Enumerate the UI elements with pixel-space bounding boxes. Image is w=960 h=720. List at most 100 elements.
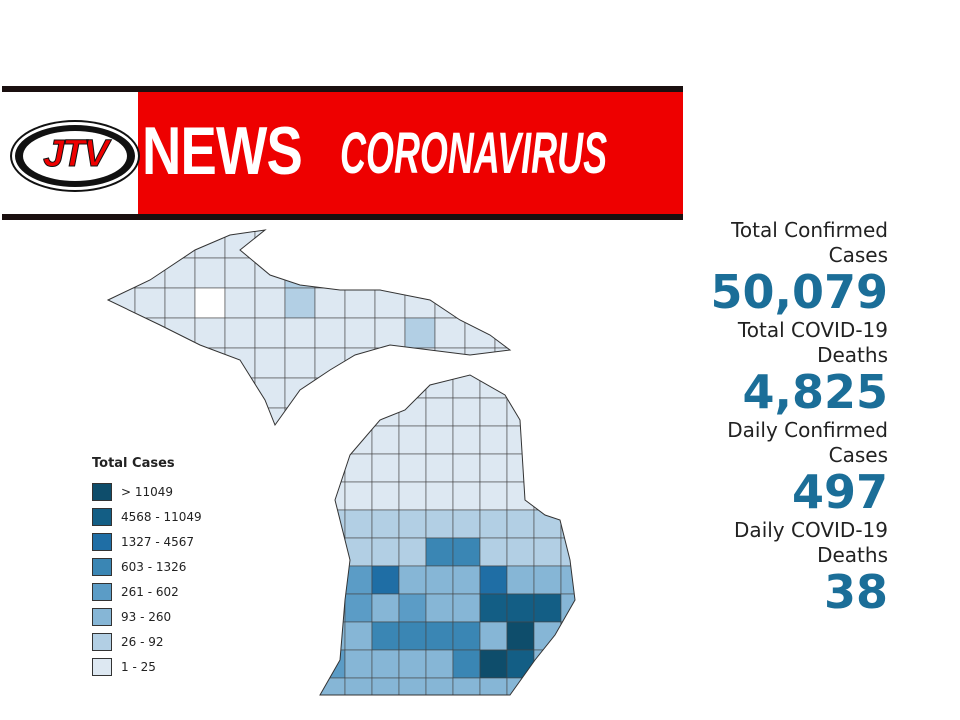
county — [164, 317, 196, 349]
county — [224, 257, 256, 289]
stat-value: 50,079 — [710, 265, 888, 319]
stat-label: Daily Confirmed Cases — [727, 418, 888, 467]
legend-row: 603 - 1326 — [92, 554, 202, 579]
county — [425, 481, 454, 511]
county — [254, 377, 286, 409]
county — [371, 375, 400, 399]
county — [560, 453, 575, 483]
legend-label: 93 - 260 — [121, 609, 172, 624]
county — [398, 425, 427, 455]
county — [314, 257, 346, 289]
county — [533, 565, 562, 595]
county — [479, 677, 508, 695]
county — [425, 677, 454, 695]
county — [533, 425, 562, 455]
county — [374, 347, 406, 379]
county — [371, 481, 400, 511]
legend-label: 261 - 602 — [121, 584, 179, 599]
county — [464, 230, 496, 259]
county — [344, 509, 373, 539]
county — [344, 425, 373, 455]
county — [398, 677, 427, 695]
county — [371, 537, 400, 567]
county — [284, 317, 316, 349]
county — [284, 257, 316, 289]
county — [533, 677, 562, 695]
lower-outline — [319, 374, 576, 696]
county — [464, 287, 496, 319]
county — [494, 347, 510, 379]
county — [374, 377, 406, 409]
stats: Total Confirmed Cases 50,079 Total COVID-1… — [688, 218, 888, 618]
county — [479, 649, 508, 679]
county — [320, 537, 346, 567]
legend-swatch — [92, 657, 112, 676]
county — [320, 565, 346, 595]
county — [108, 257, 136, 289]
county — [344, 317, 376, 349]
county — [374, 317, 406, 349]
county — [506, 509, 535, 539]
county — [479, 397, 508, 427]
county — [560, 621, 575, 651]
county — [452, 621, 481, 651]
county — [164, 287, 196, 319]
county — [108, 317, 136, 349]
county — [494, 287, 510, 319]
county — [344, 397, 373, 427]
legend-label: 26 - 92 — [121, 634, 164, 649]
county — [398, 649, 427, 679]
stat-value: 38 — [823, 565, 888, 619]
county — [560, 509, 575, 539]
county — [434, 317, 466, 349]
county — [560, 677, 575, 695]
county — [404, 347, 436, 379]
county — [404, 287, 436, 319]
county — [425, 375, 454, 399]
county — [479, 425, 508, 455]
stat-label: Total Confirmed Cases — [731, 218, 888, 267]
county — [108, 377, 136, 409]
county — [164, 377, 196, 409]
county — [398, 565, 427, 595]
county — [494, 317, 510, 349]
county — [494, 230, 510, 259]
legend-swatch — [92, 607, 112, 626]
county — [560, 481, 575, 511]
county — [425, 565, 454, 595]
county — [374, 257, 406, 289]
legend-row: 93 - 260 — [92, 604, 202, 629]
legend-row: 261 - 602 — [92, 579, 202, 604]
county — [344, 287, 376, 319]
legend-swatch — [92, 557, 112, 576]
county — [398, 509, 427, 539]
county — [452, 397, 481, 427]
county — [506, 453, 535, 483]
county — [398, 537, 427, 567]
county — [404, 317, 436, 349]
county — [560, 565, 575, 595]
county — [452, 593, 481, 623]
county — [479, 565, 508, 595]
county — [134, 377, 166, 409]
county — [533, 621, 562, 651]
county — [108, 287, 136, 319]
county — [506, 481, 535, 511]
county — [398, 593, 427, 623]
county — [425, 649, 454, 679]
county — [254, 287, 286, 319]
logo-box: JTV — [2, 92, 138, 214]
stat-value: 4,825 — [742, 365, 888, 419]
county — [533, 537, 562, 567]
county — [344, 649, 373, 679]
county — [479, 481, 508, 511]
county — [404, 230, 436, 259]
legend-swatch — [92, 632, 112, 651]
legend-row: 26 - 92 — [92, 629, 202, 654]
county — [284, 230, 316, 259]
county — [425, 621, 454, 651]
county — [194, 257, 226, 289]
county — [452, 509, 481, 539]
